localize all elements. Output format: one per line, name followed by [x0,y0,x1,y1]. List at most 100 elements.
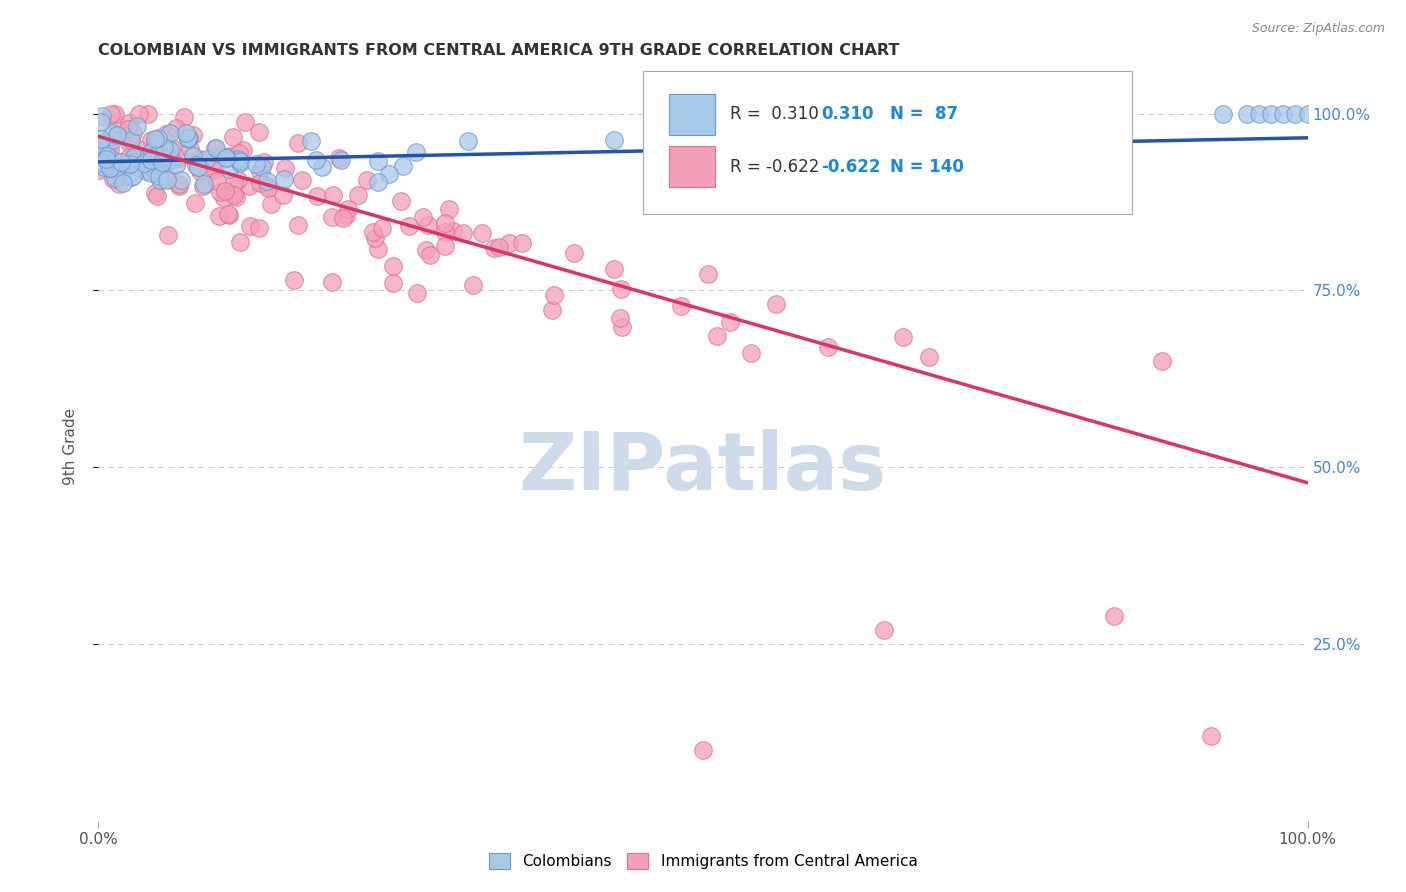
Point [1102,608,1125,623]
Point [218,161,240,176]
Point [765,297,787,311]
Point [121,170,143,185]
Point [609,310,631,325]
Point [118,155,141,169]
Point [173,110,195,124]
Point [1236,107,1258,121]
Point [120,133,142,147]
Point [108,177,131,191]
Point [104,116,127,130]
Point [148,145,170,160]
Point [434,239,457,253]
Point [98,142,121,156]
Point [1199,729,1222,743]
Text: -0.622: -0.622 [821,158,882,177]
Point [139,166,162,180]
Point [214,184,236,198]
Point [367,242,389,256]
Point [139,153,162,167]
Point [273,188,295,202]
Point [457,134,479,148]
Point [398,219,420,233]
Point [311,160,333,174]
Point [488,240,510,254]
Point [669,299,692,313]
Point [1272,107,1295,121]
Point [103,171,125,186]
Point [148,169,170,184]
FancyBboxPatch shape [669,94,716,135]
Point [256,179,278,194]
Point [193,177,215,191]
Point [541,302,564,317]
Point [273,161,295,175]
Point [415,243,437,257]
Point [371,220,394,235]
Point [135,163,157,178]
Point [245,156,267,170]
Point [1152,354,1174,368]
Point [239,219,262,234]
Point [101,126,124,140]
Point [205,174,228,188]
Point [510,235,533,250]
Point [363,226,385,240]
Point [98,161,121,175]
Point [692,743,714,757]
FancyBboxPatch shape [643,71,1132,214]
Point [191,178,214,193]
Point [89,149,111,163]
Point [101,133,124,147]
Point [291,173,314,187]
Point [174,126,197,140]
Point [90,141,112,155]
Point [167,179,190,194]
Point [1249,107,1271,121]
Point [257,181,280,195]
Point [127,142,149,156]
Point [321,275,343,289]
Point [260,197,283,211]
Point [405,145,427,160]
Point [186,158,208,172]
Point [183,196,205,211]
Point [100,107,122,121]
Point [145,136,167,150]
Point [94,152,117,166]
Point [232,144,254,158]
Point [149,173,172,187]
Point [215,149,238,163]
Point [225,189,247,203]
Point [136,150,159,164]
Point [122,126,145,140]
Point [364,231,387,245]
Point [90,132,112,146]
Point [484,241,506,255]
Text: N = 140: N = 140 [890,158,965,177]
Point [89,157,111,171]
Point [204,141,226,155]
Point [471,226,494,240]
Point [1296,107,1319,121]
Point [330,153,353,167]
Point [367,175,389,189]
Text: Source: ZipAtlas.com: Source: ZipAtlas.com [1251,22,1385,36]
Point [603,262,626,277]
Point [157,153,180,168]
Point [100,161,122,175]
Point [148,130,170,145]
Point [141,144,163,158]
Point [419,248,441,262]
Point [204,140,226,154]
Point [202,161,225,175]
Point [131,158,153,172]
Point [416,218,439,232]
Point [167,178,190,192]
Point [346,188,368,202]
Point [145,166,167,180]
Point [247,221,270,235]
Point [122,169,145,184]
Point [157,228,180,243]
Point [104,170,127,185]
Text: 0.310: 0.310 [821,105,875,123]
